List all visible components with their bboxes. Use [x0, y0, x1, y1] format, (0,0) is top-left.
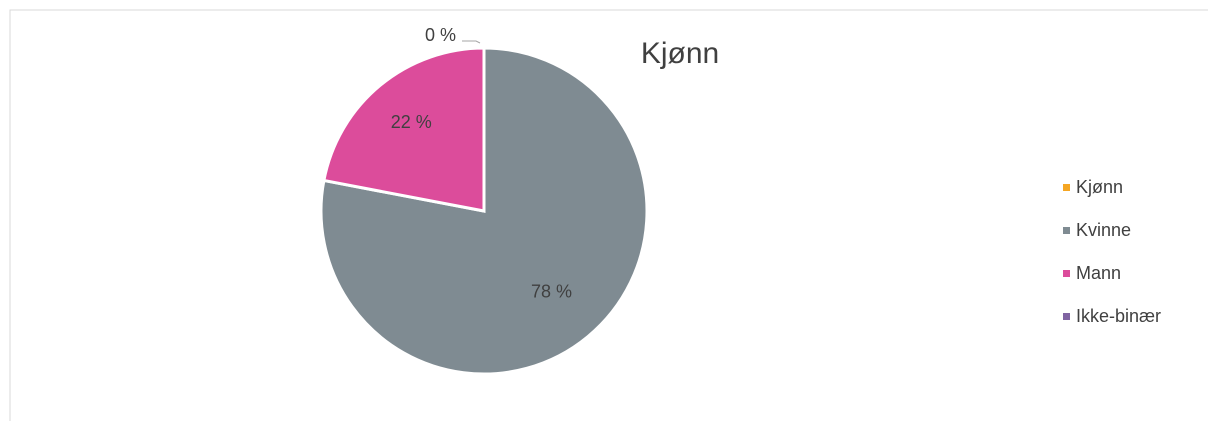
pie-slice — [319, 46, 649, 376]
pie-slice — [322, 46, 486, 213]
leader-line — [462, 40, 481, 44]
chart-frame — [9, 9, 1208, 421]
data-label: 22 % — [391, 112, 432, 132]
legend-label: Kjønn — [1076, 177, 1123, 197]
data-label: 78 % — [531, 281, 572, 301]
legend-label: Ikke-binær — [1076, 306, 1161, 326]
chart-title: Kjønn — [641, 37, 719, 70]
legend-swatch — [1063, 270, 1070, 277]
legend-swatch — [1063, 184, 1070, 191]
legend-label: Mann — [1076, 263, 1121, 283]
data-label: 0 % — [425, 25, 456, 45]
legend-swatch — [1063, 313, 1070, 320]
legend-swatch — [1063, 227, 1070, 234]
legend-label: Kvinne — [1076, 220, 1131, 240]
